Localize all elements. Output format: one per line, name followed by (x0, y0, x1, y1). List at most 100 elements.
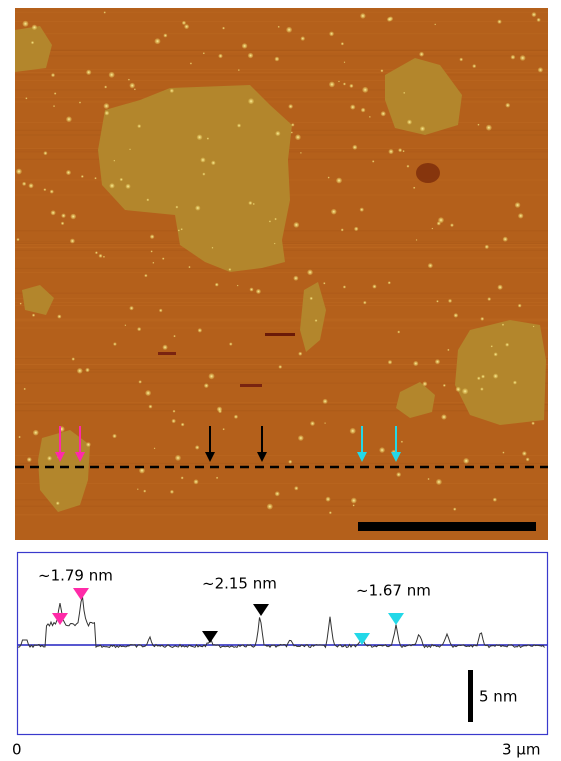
particle (448, 299, 452, 303)
particle (86, 70, 91, 75)
particle (275, 131, 280, 136)
scan-line (15, 72, 548, 73)
particle (105, 111, 110, 116)
scan-line (15, 50, 548, 51)
particle (450, 223, 453, 226)
particle (215, 283, 219, 287)
particle (72, 358, 75, 361)
particle (396, 472, 401, 477)
particle (288, 460, 292, 464)
x-axis-label: 3 μm (502, 741, 540, 759)
particle (480, 388, 483, 391)
particle (372, 285, 376, 289)
particle (288, 104, 292, 108)
particle (533, 326, 535, 328)
particle (181, 477, 184, 480)
particle (301, 36, 305, 40)
particle (502, 452, 504, 454)
particle (267, 504, 273, 510)
particle (294, 486, 298, 490)
particle (248, 53, 253, 58)
particle (112, 434, 116, 438)
particle (491, 345, 493, 347)
particle (428, 478, 430, 480)
particle (216, 477, 218, 479)
particle (274, 243, 276, 245)
particle (113, 160, 115, 162)
particle (498, 285, 503, 290)
scan-line (15, 55, 548, 56)
particle (202, 173, 205, 176)
particle (379, 447, 385, 453)
particle (329, 511, 332, 514)
figure: ~1.79 nm ~2.15 nm ~1.67 nm 5 nm 0 3 μm (0, 0, 561, 761)
particle (134, 88, 136, 90)
particle (298, 352, 302, 356)
particle (420, 126, 425, 131)
particle (253, 203, 255, 205)
particle (293, 276, 298, 281)
particle (143, 490, 146, 493)
particle (163, 345, 168, 350)
particle (95, 251, 98, 254)
particle (198, 328, 202, 332)
particle (25, 97, 27, 99)
particle (456, 387, 461, 392)
particle (338, 81, 340, 83)
particle (99, 254, 103, 258)
particle (137, 488, 139, 490)
particle (70, 214, 76, 220)
particle (511, 55, 515, 59)
particle (343, 286, 346, 289)
particle (229, 268, 232, 271)
particle (77, 368, 83, 374)
particle (431, 228, 433, 230)
particle (222, 27, 225, 30)
particle (505, 103, 510, 108)
scan-line (15, 268, 548, 269)
particle (147, 199, 150, 202)
particle (460, 58, 463, 61)
particle (237, 124, 241, 128)
particle (256, 289, 261, 294)
particle (194, 479, 199, 484)
particle (497, 20, 501, 24)
particle (388, 281, 391, 284)
scan-line (15, 319, 548, 320)
particle (323, 399, 328, 404)
particle (520, 55, 526, 61)
particle (109, 183, 114, 188)
particle (209, 373, 215, 379)
particle (441, 414, 446, 419)
particle (50, 190, 54, 194)
particle (493, 374, 498, 379)
particle (331, 209, 337, 215)
particle (162, 258, 164, 260)
particle (275, 491, 280, 496)
particle (16, 169, 22, 175)
particle (85, 368, 89, 372)
particle (33, 430, 39, 436)
scan-line (15, 305, 548, 306)
particle (291, 123, 294, 126)
particle (315, 319, 318, 322)
scan-line (15, 320, 548, 321)
particle (310, 421, 315, 426)
particle (24, 388, 26, 390)
particle (269, 220, 271, 222)
particle (419, 52, 424, 57)
particle (18, 436, 20, 438)
particle (137, 327, 141, 331)
particle (207, 137, 209, 139)
particle (518, 304, 521, 307)
particle (149, 405, 153, 409)
particle (70, 239, 75, 244)
particle (103, 256, 105, 258)
particle (403, 92, 405, 94)
particle (323, 282, 325, 284)
scan-line (15, 97, 548, 98)
scan-line (15, 101, 548, 102)
particle (481, 317, 484, 320)
particle (237, 285, 239, 287)
particle (79, 101, 81, 103)
